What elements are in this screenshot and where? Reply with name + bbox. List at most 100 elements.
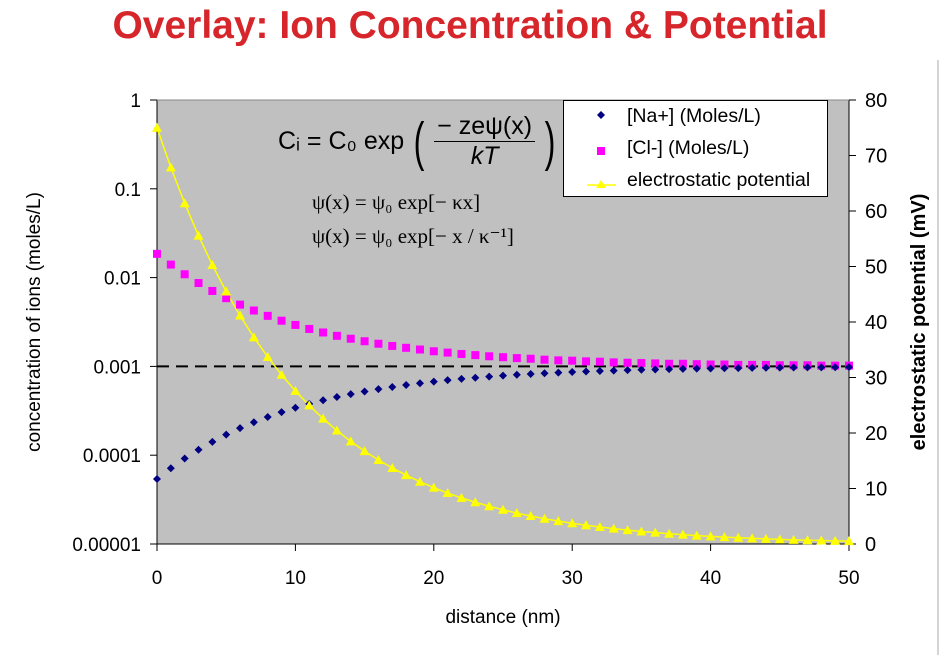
potential-point [622,525,633,535]
y2-tick-label: 40 [865,312,887,334]
potential-point [760,533,771,543]
potential-point [747,533,758,543]
potential-point [844,536,854,546]
potential-point [262,351,273,361]
legend-cl-marker [597,147,605,155]
na-point [263,412,272,421]
cl-point [665,359,674,368]
potential-point [345,436,356,446]
potential-point [650,527,661,537]
na-point [637,365,646,374]
cl-point [180,270,189,279]
na-point [720,364,729,373]
y-tick-label: 0.00001 [72,535,141,556]
na-point [236,424,245,433]
na-point [346,390,355,399]
na-point [761,363,770,372]
y-tick-label: 0.1 [115,180,141,201]
potential-point [248,332,259,342]
potential-point [525,511,536,521]
potential-point [498,504,508,514]
na-point [360,387,369,396]
potential-point [401,470,412,480]
potential-point [318,413,329,423]
potential-point [152,122,162,132]
cl-point [554,356,563,365]
legend-markers [587,111,616,188]
potential-point [221,286,232,296]
cl-point [485,352,494,361]
potential-point [788,534,799,544]
na-point [388,382,397,391]
potential-point [719,532,730,542]
cl-point [526,354,535,363]
na-point [568,367,577,376]
y2-tick-label: 0 [865,534,876,556]
cl-point [360,337,369,346]
potential-point [331,425,342,435]
potential-point [484,501,495,511]
na-point [291,403,300,412]
na-point [485,372,494,381]
cl-point [388,341,397,350]
na-point [540,369,549,378]
x-tick-label: 0 [152,568,163,589]
potential-point [539,513,550,523]
na-point [249,418,258,427]
potential-point [567,518,578,528]
na-point [512,370,521,379]
na-point [789,363,798,372]
y2-tick-label: 60 [865,201,887,223]
cl-point [208,286,217,295]
na-point [845,363,853,372]
na-point [332,393,341,402]
legend-potential-marker [596,180,606,188]
y2-tick-label: 80 [865,90,887,112]
potential-point [387,462,398,472]
potential-point [802,535,813,545]
na-point [748,363,757,372]
na-point [775,363,784,372]
cl-point [512,354,521,363]
potential-point [373,454,384,464]
cl-point [429,347,438,356]
potential-point [816,535,827,545]
cl-point [291,320,300,329]
y2-tick-label: 30 [865,368,887,390]
potential-point [456,492,467,502]
cl-point [568,356,577,365]
cl-point [499,353,507,362]
paren-close: ) [544,111,556,172]
potential-point [636,526,647,536]
cl-point [457,349,466,358]
na-point [429,377,438,386]
cl-point [263,311,272,320]
cl-point [194,279,203,288]
potential-point [207,260,218,270]
na-point [554,368,563,377]
legend-na: [Na+] (Moles/L) [627,105,761,127]
potential-point [359,446,370,456]
cl-point [540,355,549,364]
na-point [678,364,687,373]
na-point [471,373,480,382]
na-point [623,366,632,375]
cl-point [471,351,480,360]
potential-point [677,529,688,539]
x-axis-label: distance (nm) [445,607,560,628]
cl-point [678,359,687,368]
equation-potential-1: ψ(x) = ψ₀ exp[− κx] [312,190,481,214]
x-tick-label: 10 [285,568,306,589]
potential-point [179,198,190,208]
na-point [665,365,674,374]
equation-potential-2: ψ(x) = ψ₀ exp[− x / κ⁻¹] [312,224,514,248]
potential-point [594,522,605,532]
na-point [734,364,743,373]
legend: [Na+] (Moles/L) [Cl-] (Moles/L) electros… [563,100,828,197]
cl-point [374,339,383,348]
potential-point [304,400,315,410]
cl-point [166,260,175,269]
y-tick-label: 0.001 [93,357,141,378]
potential-point [193,230,204,240]
potential-point [830,535,841,545]
